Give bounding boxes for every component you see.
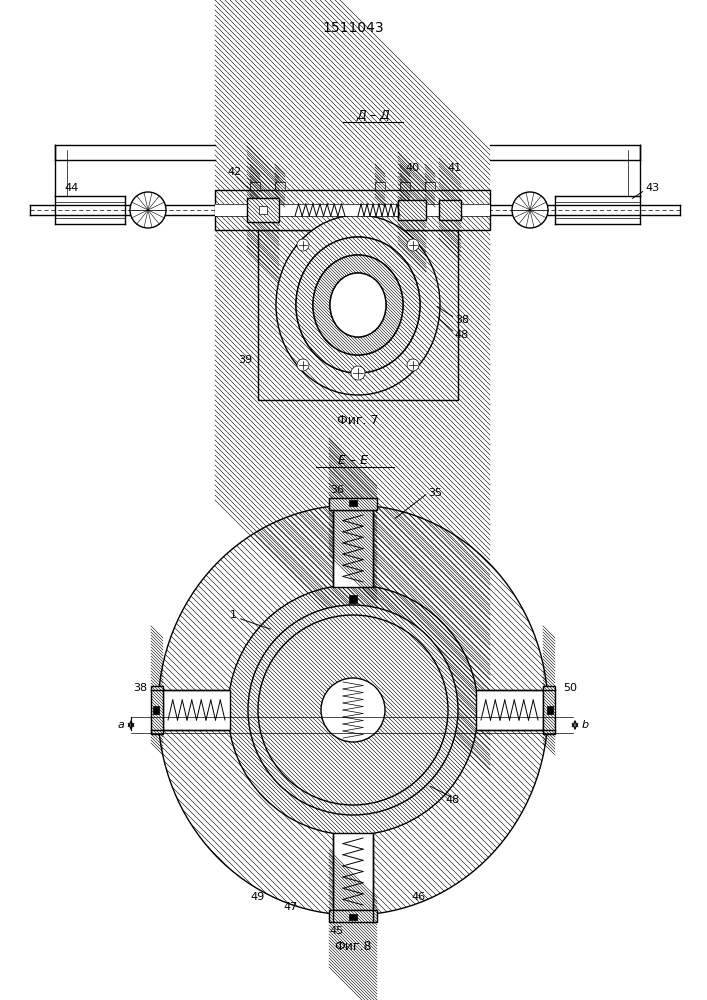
- Bar: [333, 510, 373, 587]
- Bar: [329, 498, 377, 510]
- Circle shape: [248, 605, 458, 815]
- Bar: [153, 706, 159, 714]
- Text: Фиг.8: Фиг.8: [334, 940, 372, 954]
- Bar: [329, 910, 377, 922]
- Ellipse shape: [313, 255, 403, 355]
- Ellipse shape: [313, 255, 403, 355]
- Ellipse shape: [276, 215, 440, 395]
- Bar: [250, 182, 260, 190]
- Text: 45: 45: [330, 926, 344, 936]
- Text: 44: 44: [65, 183, 79, 193]
- Bar: [259, 206, 267, 214]
- Bar: [398, 200, 426, 220]
- Text: 1: 1: [230, 610, 237, 620]
- Bar: [215, 204, 490, 216]
- Bar: [258, 230, 458, 400]
- Bar: [425, 182, 435, 190]
- Circle shape: [228, 585, 478, 835]
- Circle shape: [351, 366, 365, 380]
- Bar: [400, 182, 410, 190]
- Bar: [163, 690, 230, 730]
- Bar: [349, 500, 357, 506]
- Bar: [439, 200, 461, 220]
- Text: 49: 49: [251, 892, 265, 902]
- Circle shape: [297, 239, 309, 251]
- Ellipse shape: [330, 273, 386, 337]
- Bar: [275, 182, 285, 190]
- Text: b: b: [581, 720, 588, 730]
- Text: 46: 46: [411, 892, 425, 902]
- Text: 40: 40: [405, 163, 419, 173]
- Bar: [151, 686, 163, 734]
- Bar: [333, 833, 373, 910]
- Bar: [349, 914, 357, 920]
- Ellipse shape: [296, 237, 420, 373]
- Circle shape: [258, 615, 448, 805]
- Circle shape: [407, 359, 419, 371]
- Text: a: a: [117, 720, 124, 730]
- Ellipse shape: [158, 505, 548, 915]
- Ellipse shape: [330, 273, 386, 337]
- Bar: [247, 198, 279, 222]
- Bar: [476, 690, 543, 730]
- Text: 42: 42: [228, 167, 242, 177]
- Bar: [543, 686, 555, 734]
- Text: 39: 39: [238, 355, 252, 365]
- Text: 41: 41: [448, 163, 462, 173]
- Bar: [349, 595, 357, 603]
- Text: 48: 48: [446, 795, 460, 805]
- Text: Фиг. 7: Фиг. 7: [337, 414, 379, 426]
- Text: 1511043: 1511043: [322, 21, 384, 35]
- Bar: [375, 182, 385, 190]
- Circle shape: [321, 678, 385, 742]
- Circle shape: [407, 239, 419, 251]
- Text: Е – Е: Е – Е: [338, 454, 368, 466]
- Text: 48: 48: [455, 330, 469, 340]
- Text: Д – Д: Д – Д: [356, 108, 390, 121]
- Circle shape: [130, 192, 166, 228]
- Text: 50: 50: [563, 683, 577, 693]
- Text: 35: 35: [428, 488, 442, 498]
- Bar: [547, 706, 553, 714]
- Text: 38: 38: [133, 683, 147, 693]
- Ellipse shape: [296, 237, 420, 373]
- Text: 36: 36: [330, 485, 344, 495]
- Text: 43: 43: [645, 183, 659, 193]
- Bar: [215, 190, 490, 230]
- Text: 47: 47: [284, 902, 298, 912]
- Circle shape: [297, 359, 309, 371]
- Text: 38: 38: [455, 315, 469, 325]
- Circle shape: [512, 192, 548, 228]
